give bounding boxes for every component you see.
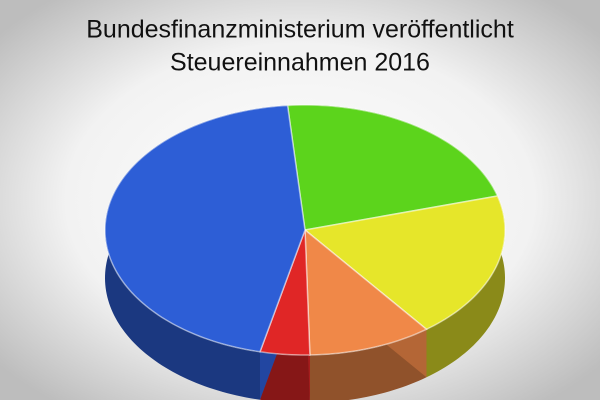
chart-title: Steuereinnahmen 2016: [170, 49, 430, 77]
slice: [258, 229, 311, 356]
slice: [104, 104, 306, 353]
slice: [286, 104, 499, 231]
slice-side: [426, 195, 505, 378]
pie-tops: [104, 104, 506, 356]
slice: [304, 228, 428, 356]
chart-title: Bundesfinanzministerium veröffentlicht: [86, 16, 514, 44]
slice: [303, 195, 506, 331]
